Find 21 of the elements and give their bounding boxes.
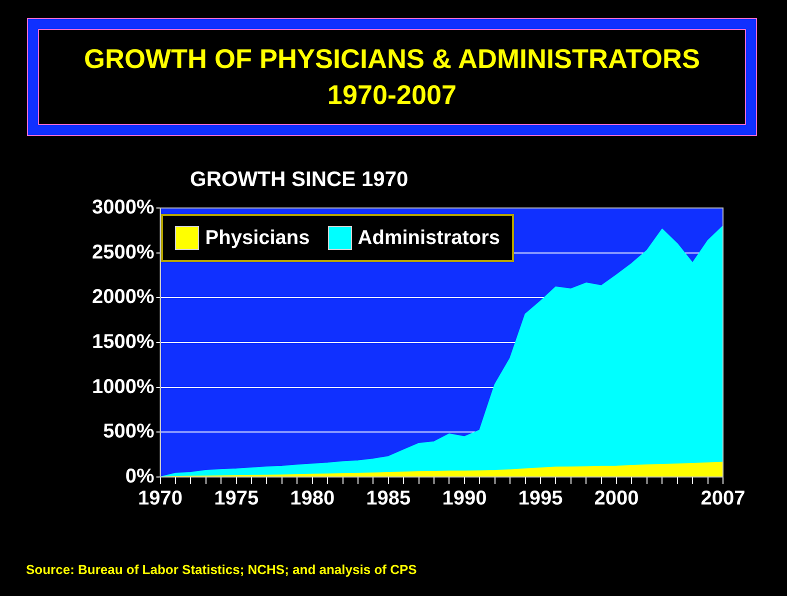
x-tick-label: 2000 [594, 488, 639, 510]
x-tick-label: 2007 [700, 488, 746, 510]
x-tick-label: 1975 [214, 488, 259, 510]
x-tick-label: 1970 [138, 488, 183, 510]
x-tick-label: 1995 [518, 488, 563, 510]
legend-label: Physicians [205, 226, 310, 250]
y-tick-label: 1000% [92, 376, 154, 398]
y-tick-label: 3000% [92, 196, 154, 219]
y-tick-label: 0% [125, 466, 154, 488]
x-tick-label: 1990 [442, 488, 487, 510]
chart-subtitle: GROWTH SINCE 1970 [190, 168, 408, 192]
y-tick-label: 2000% [92, 286, 154, 308]
title-frame: GROWTH OF PHYSICIANS & ADMINISTRATORS 1970-2007 [27, 18, 757, 136]
y-tick-label: 1500% [92, 331, 154, 354]
y-tick-label: 2500% [92, 241, 154, 264]
x-tick-label: 1985 [366, 488, 411, 510]
source-note: Source: Bureau of Labor Statistics; NCHS; and analysis of CPS [26, 562, 417, 577]
chart-title: GROWTH OF PHYSICIANS & ADMINISTRATORS 1970-2007 [84, 43, 700, 112]
legend-label: Administrators [358, 226, 500, 250]
y-tick-label: 500% [103, 420, 154, 443]
x-tick-label: 1980 [290, 488, 335, 510]
